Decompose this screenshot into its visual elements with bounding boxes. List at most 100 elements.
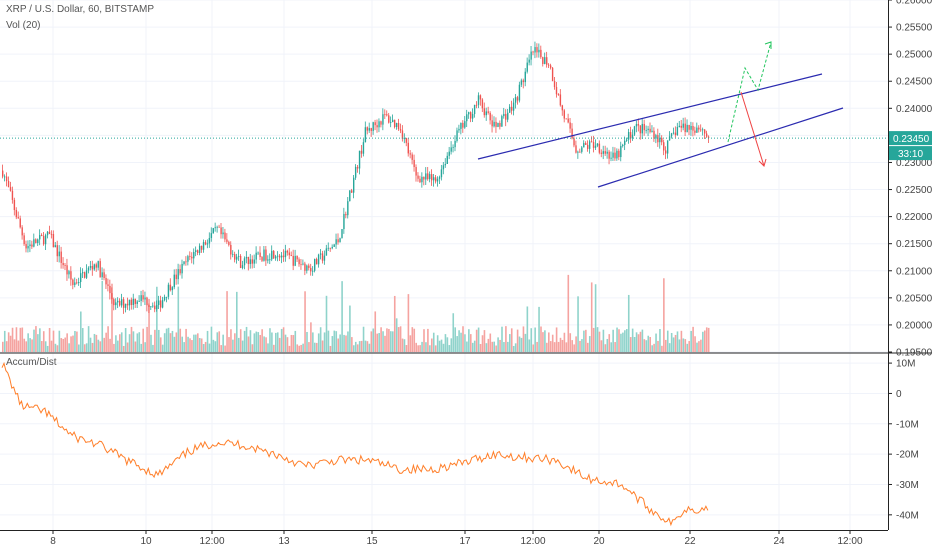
- volume-bar: [405, 345, 408, 352]
- volume-bar: [222, 334, 224, 352]
- candle-body: [78, 282, 80, 284]
- candle-body: [594, 145, 597, 148]
- candle-body: [438, 177, 441, 179]
- candle-body: [561, 105, 564, 111]
- volume-bar: [366, 341, 369, 352]
- price-tick-label: 0.21000: [896, 266, 932, 277]
- volume-bar: [212, 339, 215, 352]
- candle-body: [319, 253, 322, 255]
- volume-bar: [206, 330, 209, 352]
- volume-bar: [19, 327, 22, 352]
- volume-bar: [569, 333, 572, 352]
- volume-bar: [74, 330, 76, 352]
- candle-body: [282, 255, 285, 258]
- candle-body: [353, 177, 355, 193]
- volume-bar: [616, 327, 618, 352]
- volume-bar: [214, 341, 217, 352]
- candle-body: [120, 299, 123, 306]
- candle-body: [159, 300, 162, 308]
- volume-bar: [278, 337, 281, 352]
- volume-bar: [386, 328, 388, 352]
- time-tick-label: 12:00: [837, 536, 862, 547]
- volume-bar: [549, 341, 552, 352]
- candle-body: [631, 134, 634, 139]
- volume-bar: [413, 328, 416, 352]
- candle-body: [173, 274, 175, 288]
- candle-body: [395, 123, 398, 127]
- candle-body: [124, 303, 127, 308]
- candle-body: [546, 57, 548, 65]
- volume-bar: [376, 333, 378, 352]
- volume-bar: [280, 328, 283, 352]
- volume-bar: [249, 330, 252, 352]
- price-tick-label: 0.22000: [896, 212, 932, 223]
- volume-bar: [323, 332, 326, 352]
- candle-body: [526, 62, 528, 72]
- volume-bar: [614, 342, 616, 352]
- volume-bar: [58, 330, 61, 352]
- volume-bar: [321, 340, 324, 352]
- candle-body: [111, 293, 113, 300]
- volume-bar: [579, 340, 581, 352]
- candle-body: [456, 130, 458, 141]
- indicator-label: Accum/Dist: [6, 357, 57, 368]
- candle-body: [150, 306, 152, 308]
- candle-body: [544, 57, 546, 64]
- candle-body: [704, 129, 706, 134]
- volume-bar: [236, 291, 238, 352]
- candle-body: [559, 94, 562, 106]
- price-tick-label: 0.24500: [896, 77, 932, 88]
- volume-bar: [89, 337, 92, 352]
- volume-label: Vol (20): [6, 20, 41, 31]
- volume-bar: [594, 284, 597, 352]
- volume-bar: [665, 339, 667, 352]
- ad-tick-label: -30M: [896, 480, 919, 491]
- candle-body: [177, 269, 179, 280]
- volume-bar: [479, 343, 482, 352]
- volume-bar: [78, 344, 80, 352]
- candle-body: [442, 165, 445, 170]
- volume-bar: [7, 332, 10, 352]
- volume-bar: [421, 341, 423, 352]
- candle-body: [417, 175, 419, 179]
- volume-bar: [407, 294, 410, 352]
- candle-body: [577, 151, 579, 153]
- bearish-arrowhead-icon: [758, 158, 767, 167]
- candle-body: [692, 125, 694, 131]
- candle-body: [351, 190, 353, 193]
- candle-body: [152, 305, 154, 307]
- volume-bar: [25, 341, 27, 352]
- volume-bar: [64, 337, 66, 352]
- volume-bar: [546, 342, 548, 352]
- volume-bar: [181, 336, 183, 352]
- candle-body: [392, 119, 394, 123]
- volume-bar: [54, 343, 57, 352]
- candle-body: [360, 150, 363, 154]
- candle-body: [479, 95, 482, 100]
- candle-body: [401, 130, 404, 139]
- volume-bar: [696, 342, 698, 352]
- candle-body: [368, 128, 370, 131]
- volume-bar: [620, 333, 622, 352]
- candle-body: [557, 94, 560, 96]
- candle-body: [497, 122, 499, 127]
- volume-bar: [290, 334, 293, 352]
- volume-bar: [434, 345, 437, 352]
- volume-bar: [128, 334, 131, 352]
- candle-body: [183, 261, 185, 264]
- candle-body: [146, 297, 148, 306]
- volume-bar: [175, 332, 178, 352]
- volume-bar: [226, 291, 228, 352]
- volume-bar: [109, 338, 111, 352]
- volume-bar: [540, 326, 542, 352]
- candle-body: [232, 254, 234, 255]
- volume-bar: [606, 338, 609, 352]
- candle-body: [259, 252, 261, 258]
- candle-body: [261, 257, 263, 261]
- candle-body: [58, 251, 60, 257]
- volume-bar: [21, 327, 24, 352]
- candle-body: [42, 236, 45, 245]
- volume-bar: [27, 333, 29, 352]
- candle-body: [267, 259, 269, 261]
